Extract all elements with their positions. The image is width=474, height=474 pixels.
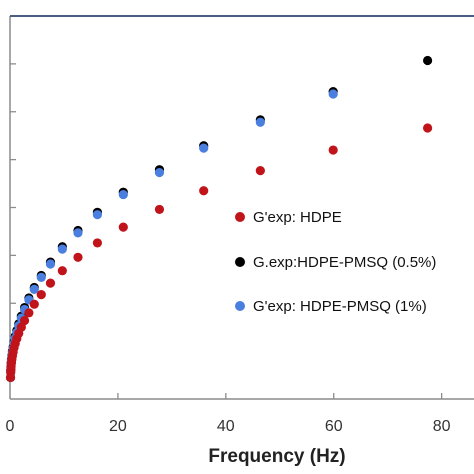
data-point [73, 228, 83, 238]
data-point [29, 284, 39, 294]
x-tick-labels: 0 20 40 60 80 [6, 418, 451, 435]
data-points [5, 55, 433, 383]
data-point [199, 143, 209, 153]
data-point [29, 299, 39, 309]
data-point [255, 117, 265, 127]
legend-label: G'exp: HDPE-PMSQ (1%) [253, 298, 427, 315]
x-tick-label: 60 [325, 418, 343, 435]
x-axis-title: Frequency (Hz) [208, 446, 345, 467]
data-point [36, 290, 46, 300]
data-point [57, 244, 67, 254]
data-point [423, 123, 433, 133]
legend-marker [235, 301, 245, 311]
legend: G'exp: HDPE G.exp:HDPE-PMSQ (0.5%) G'exp: … [235, 209, 436, 315]
data-point [255, 166, 265, 176]
x-tick-label: 80 [433, 418, 451, 435]
tick-marks [10, 63, 443, 399]
data-point [328, 145, 338, 155]
data-point [118, 222, 128, 232]
data-point [57, 266, 67, 276]
legend-marker [235, 257, 245, 267]
data-point [154, 204, 165, 215]
data-point [36, 272, 46, 282]
x-tick-label: 0 [6, 418, 15, 435]
data-point [154, 167, 165, 178]
data-point [92, 238, 103, 248]
data-point [423, 55, 433, 66]
data-point [45, 259, 56, 269]
data-point [118, 189, 128, 200]
legend-label: G'exp: HDPE [253, 209, 342, 226]
legend-marker [235, 212, 245, 222]
data-point [328, 89, 338, 99]
data-point [24, 308, 34, 318]
x-tick-label: 40 [217, 418, 235, 435]
axes [9, 15, 474, 400]
data-point [45, 278, 56, 288]
data-point [73, 252, 83, 262]
data-point [199, 186, 209, 196]
data-point [19, 315, 30, 326]
legend-label: G.exp:HDPE-PMSQ (0.5%) [253, 254, 436, 271]
x-tick-label: 20 [109, 418, 127, 435]
data-point [92, 210, 103, 220]
